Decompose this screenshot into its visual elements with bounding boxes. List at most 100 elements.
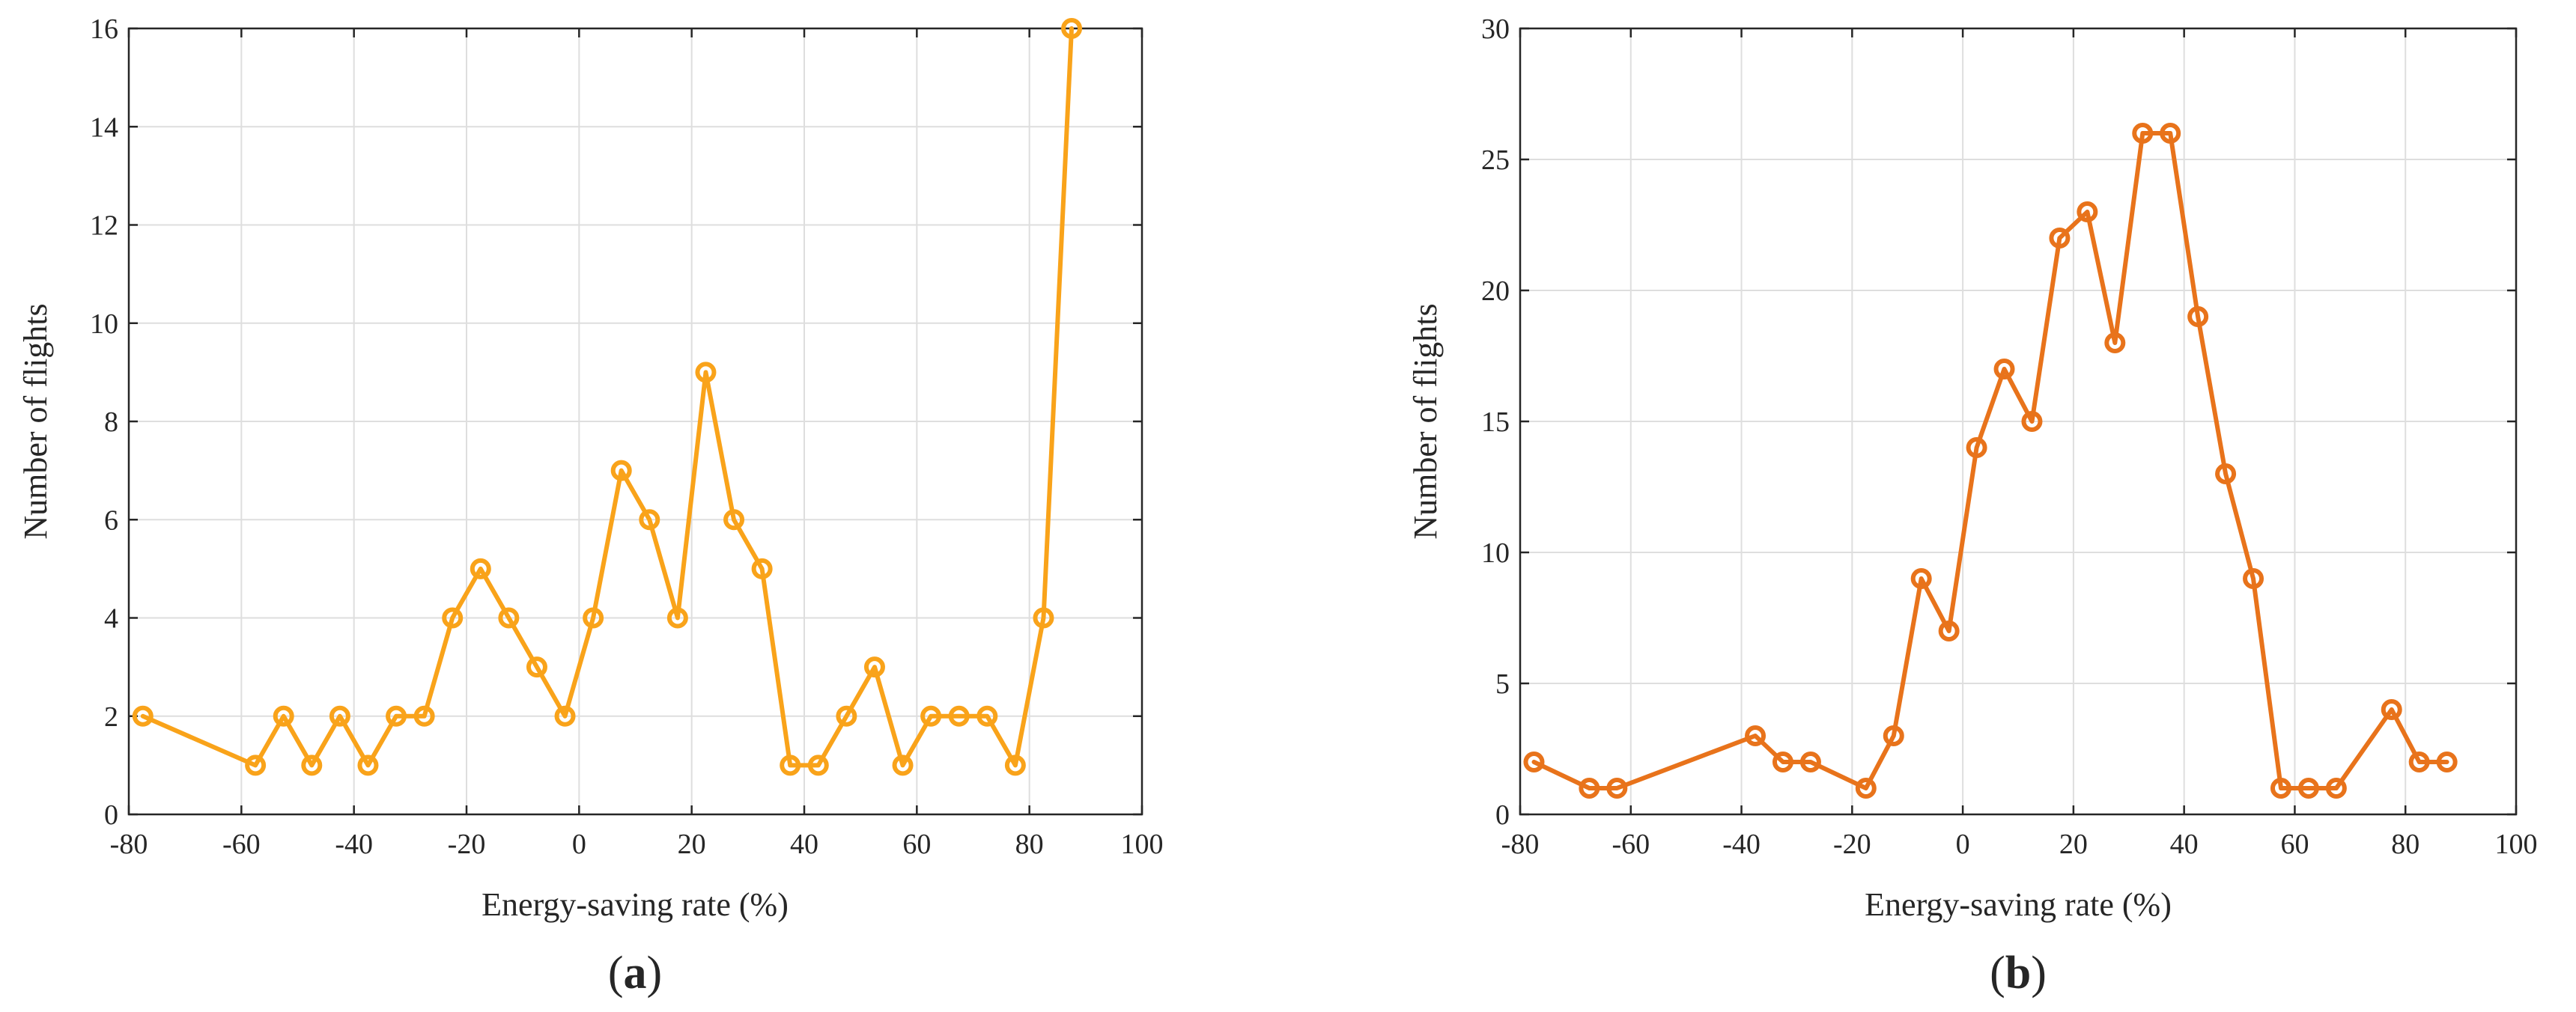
panel-b-data-point [1579, 778, 1600, 799]
panel-a-x-tick-label: 20 [678, 829, 706, 860]
panel-b-y-tick-label: 25 [1481, 144, 1510, 176]
panel-b-series [1523, 123, 2458, 799]
panel-a-y-tick-label: 12 [90, 210, 118, 242]
panel-a-x-tick-label: 60 [902, 829, 931, 860]
panel-b-data-point [2132, 123, 2154, 144]
panel-b-data-point [2021, 411, 2043, 432]
panel-a-y-tick-label: 16 [90, 13, 118, 45]
panel-a-data-point [892, 755, 914, 776]
panel-a-data-point [273, 705, 294, 727]
panel-b-data-point [1772, 752, 1793, 772]
panel-a-data-point [807, 755, 829, 776]
panel-a-letter: a [624, 948, 647, 999]
panel-a-x-tick-label: 100 [1121, 829, 1164, 860]
panel-a-data-point [554, 705, 576, 727]
panel-b-y-tick-label: 15 [1481, 406, 1510, 438]
panel-b-data-point [1938, 621, 1960, 641]
panel-b-data-point [2077, 201, 2098, 222]
panel-a-data-point [1061, 18, 1083, 39]
panel-a-y-tick-label: 14 [90, 112, 118, 143]
panel-a-data-point [863, 656, 885, 678]
panel-b-x-tick-label: 60 [2280, 829, 2309, 860]
panel-b-data-point [2215, 463, 2237, 484]
panel-b-data-point [1799, 752, 1821, 772]
panel-b-y-tick-label: 20 [1481, 275, 1510, 307]
panel-b-y-tick-label: 0 [1495, 799, 1510, 831]
panel-b-data-point [1993, 359, 2015, 380]
panel-a-data-point [723, 509, 745, 531]
panel-b-y-tick-label: 10 [1481, 537, 1510, 569]
panel-a-data-point [780, 755, 801, 776]
panel-b-data-point [2297, 778, 2319, 799]
panel-a-x-tick-label: -80 [110, 829, 148, 860]
panel-a-data-point [639, 509, 660, 531]
panel-a-y-tick-label: 4 [104, 603, 118, 635]
panel-a-data-point [695, 362, 717, 383]
panel-a-y-axis-label: Number of flights [17, 303, 54, 539]
panel-b-x-tick-label: 40 [2170, 829, 2199, 860]
panel-a-x-tick-label: 40 [790, 829, 818, 860]
panel-b-data-point [1883, 725, 1904, 746]
panel-b-data-point [1910, 568, 1932, 589]
panel-b-data-point [2325, 778, 2347, 799]
panel-b-data-point [2243, 568, 2264, 589]
panel-a-data-point [948, 705, 970, 727]
panel-a-x-tick-label: -40 [335, 829, 373, 860]
panel-b-data-point [2408, 752, 2430, 772]
panel-a-data-point [583, 607, 604, 629]
panel-a-x-tick-label: -60 [222, 829, 261, 860]
panel-b-grid [1520, 28, 2516, 814]
panel-b-data-point [1606, 778, 1628, 799]
panel-a-y-tick-label: 8 [104, 406, 118, 438]
panel-b-data-point [1745, 725, 1767, 746]
panel-a-data-point [526, 656, 547, 678]
panel-a-x-tick-label: 80 [1015, 829, 1044, 860]
panel-a-data-point [610, 460, 632, 481]
panel-b-x-tick-label: 0 [1956, 829, 1970, 860]
panel-a-x-tick-label: -20 [448, 829, 486, 860]
panel-b-chart: -80 -60 -40 -20 0 20 40 60 80 100 0 5 10 15 20 25 30 En… [1407, 13, 2538, 999]
panel-b-ticks [1519, 27, 2518, 816]
panel-a-y-tick-label: 0 [104, 799, 118, 831]
panel-a-data-point [132, 705, 154, 727]
panel-a-series-line [140, 26, 1074, 768]
panel-b-x-tick-label: -60 [1611, 829, 1650, 860]
panel-b-x-tick-label: 20 [2059, 829, 2088, 860]
panel-b-data-point [2270, 778, 2291, 799]
panel-b-data-point [1966, 437, 1987, 458]
panel-b-x-tick-label: -40 [1722, 829, 1761, 860]
panel-a-data-point [1004, 755, 1026, 776]
panel-b-y-tick-labels: 0 5 10 15 20 25 30 [1481, 13, 1510, 831]
panel-a-y-tick-label: 10 [90, 308, 118, 340]
panel-a-data-point [1033, 607, 1054, 629]
panel-b-y-tick-label: 30 [1481, 13, 1510, 45]
panel-b-data-point [2160, 123, 2181, 144]
panel-a-label: (a) [608, 948, 662, 999]
panel-a-data-point [413, 705, 435, 727]
panel-a-data-point [301, 755, 323, 776]
panel-a-y-tick-label: 2 [104, 701, 118, 733]
panel-b-label: (b) [1990, 948, 2047, 999]
panel-b-data-point [2187, 306, 2209, 327]
panel-b-data-point [2436, 752, 2458, 772]
panel-b-data-point [2049, 228, 2071, 249]
panel-a-x-tick-label: 0 [572, 829, 586, 860]
panel-b-y-axis-label: Number of flights [1407, 303, 1444, 539]
panel-a-data-point [470, 558, 491, 579]
panel-a-data-point [386, 705, 407, 727]
panel-a-data-point [976, 705, 998, 727]
panel-a-y-tick-labels: 0 2 4 6 8 10 12 14 16 [90, 13, 118, 831]
panel-a-data-point [245, 755, 267, 776]
panel-a-data-point [329, 705, 350, 727]
panel-b-x-tick-label: -80 [1501, 829, 1540, 860]
panel-a-data-point [751, 558, 773, 579]
panel-a-data-point [836, 705, 857, 727]
panel-b-x-tick-label: 80 [2391, 829, 2419, 860]
panel-b-data-point [2104, 332, 2126, 353]
panel-b-series-line [1531, 131, 2449, 790]
panel-a-data-point [442, 607, 464, 629]
panel-b-data-point [1523, 752, 1545, 772]
panel-b-x-tick-label: 100 [2495, 829, 2538, 860]
panel-a-grid [129, 28, 1142, 814]
panel-a-chart: -80 -60 -40 -20 0 20 40 60 80 100 0 2 4 6 8 10 12 14 16 E… [17, 13, 1164, 999]
